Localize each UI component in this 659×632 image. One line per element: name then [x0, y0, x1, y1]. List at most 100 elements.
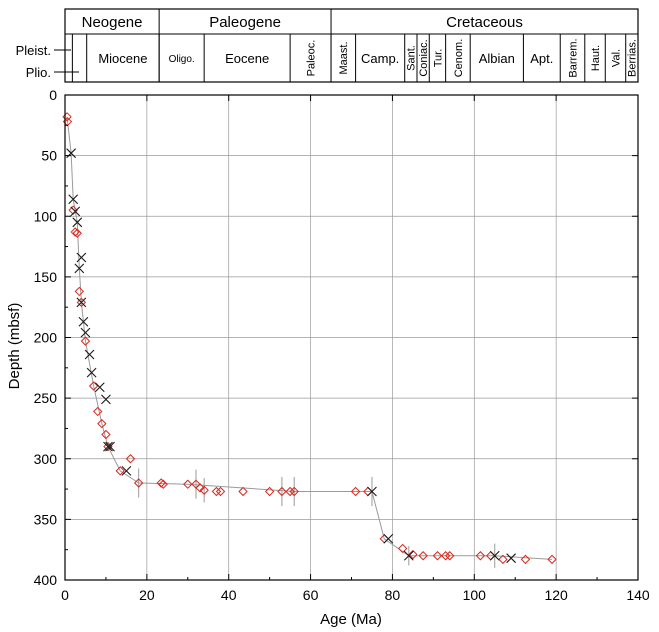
cross-point [506, 553, 517, 564]
diamond-point [93, 406, 103, 417]
diamond-point [277, 486, 287, 497]
diamond-point [397, 543, 408, 554]
cross-point [383, 533, 394, 544]
diamond-point [76, 297, 87, 308]
y-tick-label: 50 [41, 148, 57, 164]
cross-point [66, 148, 77, 159]
y-tick-label: 0 [49, 87, 57, 103]
epoch-label: Berrias. [627, 39, 639, 77]
diamond-point [101, 429, 111, 440]
diamond-point [115, 466, 125, 476]
x-tick-label: 80 [385, 587, 401, 603]
cross-point [76, 252, 87, 263]
diamond-point [125, 454, 136, 464]
epoch-label: Oligo. [169, 54, 195, 65]
diamond-point [432, 551, 443, 561]
epoch-label: Cenom. [453, 39, 465, 78]
x-tick-label: 40 [221, 587, 237, 603]
diamond-point [88, 381, 99, 391]
diamond-point [199, 485, 209, 495]
epoch-label: Maast. [338, 41, 350, 74]
diamond-point [475, 551, 486, 561]
y-axis-label: Depth (mbsf) [6, 303, 23, 390]
diamond-point [445, 551, 455, 561]
cross-point [86, 367, 97, 378]
geologic-timescale-header: Neogene Paleogene Cretaceous Pleist. Plio. Mi… [16, 8, 639, 83]
cross-point [403, 550, 414, 561]
diamond-point [80, 336, 91, 346]
diamond-point [215, 486, 226, 497]
cross-point [101, 394, 111, 405]
x-tick-label: 120 [544, 587, 568, 603]
y-tick-label: 400 [34, 572, 58, 588]
diamond-point [156, 478, 166, 488]
timescale-frame [64, 8, 639, 83]
cross-point [68, 194, 79, 205]
error-bars [138, 468, 496, 568]
x-tick-label: 100 [463, 587, 487, 603]
epoch-label: Apt. [530, 51, 553, 66]
diamond-point [264, 486, 275, 497]
cross-point [94, 382, 105, 393]
diamond-point [350, 486, 361, 497]
diamond-point [195, 483, 205, 493]
diamond-point [62, 112, 72, 122]
period-label: Cretaceous [446, 14, 523, 31]
epoch-label: Camp. [361, 51, 399, 66]
diamond-point [74, 286, 85, 297]
diamond-point [408, 549, 418, 560]
cross-point [367, 486, 377, 497]
diamond-point [285, 486, 295, 497]
cross-point [72, 217, 83, 228]
diamond-point [97, 418, 107, 429]
age-depth-trend-line [66, 116, 553, 560]
cross-point [84, 349, 95, 360]
epoch-label: Coniac. [418, 39, 430, 76]
epoch-label: Miocene [98, 51, 147, 66]
diamond-point [183, 479, 193, 489]
x-tick-label: 60 [303, 587, 319, 603]
epoch-label: Barrem. [567, 38, 579, 77]
diamond-point [133, 478, 144, 488]
trend-polyline [66, 116, 553, 560]
period-label: Paleogene [209, 14, 281, 31]
cross-point [70, 206, 81, 217]
period-label: Neogene [82, 14, 143, 31]
x-axis-label: Age (Ma) [320, 611, 382, 628]
diamond-point [498, 554, 508, 565]
epoch-label: Eocene [225, 51, 269, 66]
data-points [62, 112, 557, 565]
y-tick-label: 250 [34, 390, 58, 406]
cross-point [74, 263, 85, 274]
x-tick-label: 0 [61, 587, 69, 603]
epoch-label: Pleist. [16, 43, 51, 58]
cross-point [489, 550, 500, 561]
x-tick-label: 140 [626, 587, 650, 603]
grid-lines [65, 95, 638, 580]
diamond-point [158, 479, 168, 489]
diamond-point [238, 486, 248, 497]
epoch-label: Sant. [406, 45, 418, 71]
cross-point [78, 316, 89, 327]
x-tick-label: 20 [139, 587, 155, 603]
diamond-point [289, 486, 299, 497]
cross-point [80, 327, 91, 338]
epoch-label: Paleoc. [305, 40, 317, 77]
epoch-label: Albian [479, 51, 515, 66]
y-tick-label: 150 [34, 269, 58, 285]
diamond-point [547, 554, 557, 565]
epoch-label: Plio. [26, 65, 51, 80]
epoch-label: Haut. [590, 45, 602, 71]
axes: 0 20 40 60 80 100 120 140 0 50 100 150 200 250 300 350 4… [34, 87, 650, 603]
cross-point [103, 441, 113, 452]
y-tick-label: 350 [34, 511, 58, 527]
cross-point [121, 465, 132, 476]
diamond-point [70, 227, 80, 237]
diamond-point [72, 228, 82, 238]
diamond-point [418, 551, 428, 561]
epoch-label: Val. [610, 49, 622, 67]
diamond-point [211, 486, 222, 497]
diamond-point [520, 554, 531, 565]
y-tick-label: 200 [34, 330, 58, 346]
